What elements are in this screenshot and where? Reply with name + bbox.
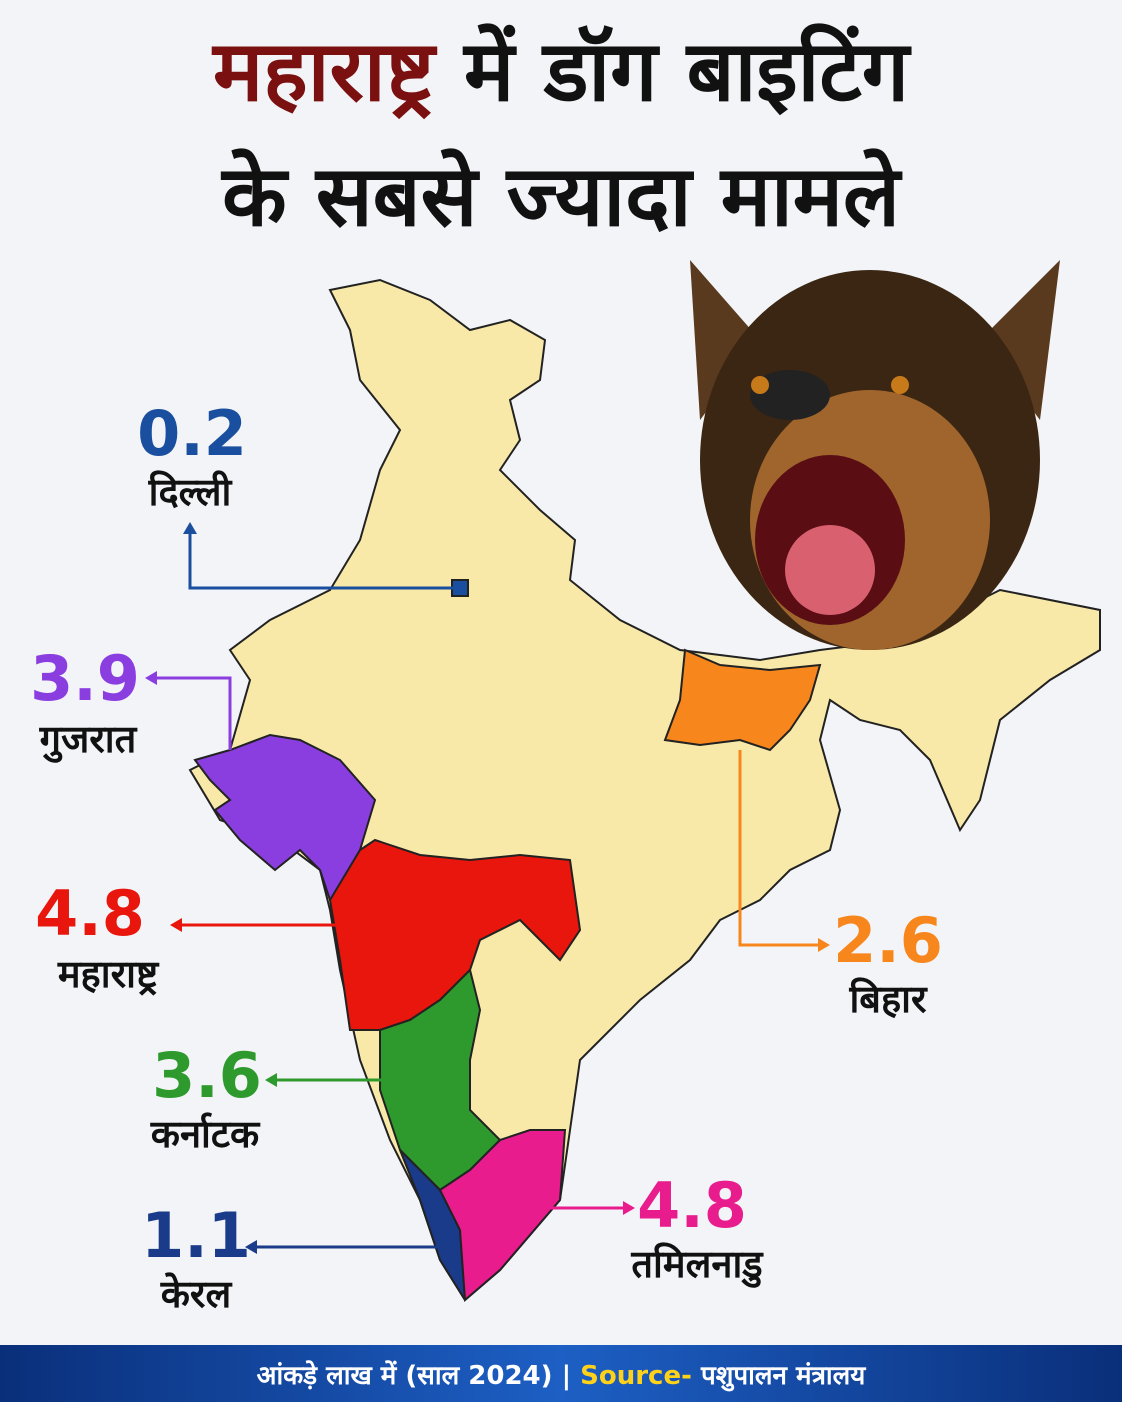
state-name: बिहार (848, 977, 928, 1021)
state-name: गुजरात (39, 717, 138, 763)
state-name: तमिलनाडु (630, 1242, 764, 1288)
arrow-head (145, 671, 157, 685)
state-value: 4.8 (637, 1169, 747, 1242)
state-shape (663, 648, 822, 752)
arrow-head (265, 1073, 277, 1087)
state-value: 4.8 (35, 877, 145, 950)
title-line-2: के सबसे ज्यादा मामले (220, 147, 903, 245)
title-highlight: महाराष्ट्र (211, 22, 438, 120)
arrow-head (245, 1240, 257, 1254)
regions: 0.2दिल्ली3.9गुजरात4.8महाराष्ट्र3.6कर्नाट… (30, 397, 943, 1316)
state-name: दिल्ली (148, 470, 233, 514)
leader-line (152, 676, 232, 750)
leader-line (188, 528, 455, 590)
state-name: केरल (160, 1272, 233, 1316)
state-shape (328, 838, 582, 1031)
arrow-head (623, 1201, 635, 1215)
state-value: 0.2 (137, 397, 247, 470)
source: पशुपालन मंत्रालय (700, 1361, 866, 1392)
state-shape (438, 1129, 567, 1303)
state-value: 2.6 (833, 904, 943, 977)
title-rest: में डॉग बाइटिंग (462, 22, 912, 120)
state-value: 1.1 (141, 1199, 251, 1272)
state-name: महाराष्ट्र (57, 952, 160, 996)
state-name: कर्नाटक (150, 1112, 261, 1156)
arrow-head (818, 938, 830, 952)
footer: आंकड़े लाख में (साल 2024) | Source- पशुप… (257, 1360, 867, 1392)
arrow-head (170, 918, 182, 932)
source-label: Source- (580, 1361, 692, 1391)
arrow-head (183, 522, 197, 534)
dog (690, 260, 1060, 650)
state-shape (451, 579, 469, 597)
title-line-1: महाराष्ट्र में डॉग बाइटिंग (211, 22, 912, 120)
leader-line (738, 750, 823, 947)
state-value: 3.6 (152, 1039, 262, 1112)
footer-bar (0, 1345, 1122, 1402)
footer-note: आंकड़े लाख में (साल 2024) | (257, 1360, 571, 1391)
state-value: 3.9 (30, 642, 140, 715)
